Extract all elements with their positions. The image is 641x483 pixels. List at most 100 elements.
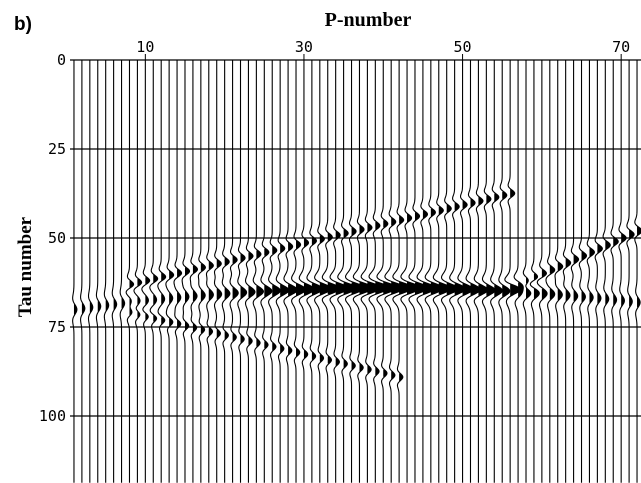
trace-line <box>268 60 281 483</box>
trace-line <box>244 60 256 483</box>
trace-line <box>205 60 214 483</box>
trace-line <box>586 60 596 483</box>
trace-line <box>149 60 159 483</box>
trace <box>321 60 341 483</box>
trace <box>498 60 511 483</box>
trace-line <box>321 60 341 483</box>
trace-fill <box>454 202 466 295</box>
trace-line <box>457 60 474 483</box>
trace-line <box>237 60 248 483</box>
trace <box>244 60 256 483</box>
trace-line <box>119 60 126 483</box>
trace-line <box>465 60 481 483</box>
trace <box>344 60 366 483</box>
trace <box>490 60 503 483</box>
x-tick-label: 30 <box>295 38 313 56</box>
trace <box>213 60 223 483</box>
trace-fill <box>526 278 531 299</box>
trace-line <box>213 60 223 483</box>
trace-line <box>141 60 151 483</box>
trace-fill <box>422 210 436 295</box>
trace <box>513 60 524 483</box>
trace-line <box>80 60 86 483</box>
trace <box>141 60 151 483</box>
trace-fill <box>510 189 521 296</box>
trace-line <box>529 60 540 483</box>
trace-line <box>173 60 183 483</box>
trace <box>314 60 333 483</box>
trace-line <box>554 60 564 483</box>
trace <box>329 60 349 483</box>
trace-fill <box>597 244 603 304</box>
trace-fill <box>430 208 444 295</box>
trace <box>457 60 474 483</box>
trace <box>432 60 452 483</box>
trace-fill <box>169 270 174 327</box>
trace-fill <box>549 265 555 300</box>
trace-fill <box>462 200 474 295</box>
trace <box>465 60 481 483</box>
y-tick-label: 100 <box>39 407 66 425</box>
trace <box>384 60 406 483</box>
trace-fill <box>637 226 641 308</box>
trace-fill <box>303 238 315 359</box>
trace-line <box>570 60 580 483</box>
trace-fill <box>161 272 166 325</box>
trace-line <box>95 60 102 483</box>
trace-fill <box>414 212 429 295</box>
trace <box>260 60 273 483</box>
trace <box>133 60 143 483</box>
trace-line <box>602 60 611 483</box>
trace <box>360 60 382 483</box>
trace <box>570 60 580 483</box>
trace <box>634 60 641 483</box>
trace-line <box>504 60 522 483</box>
trace <box>87 60 94 483</box>
trace-line <box>376 60 399 483</box>
trace <box>229 60 239 483</box>
trace <box>221 60 231 483</box>
trace-fill <box>470 198 481 296</box>
trace <box>392 60 414 483</box>
x-axis-title: P-number <box>325 9 412 31</box>
trace <box>536 60 548 483</box>
x-tick-label: 50 <box>454 38 472 56</box>
trace-fill <box>184 267 190 330</box>
trace-line <box>283 60 298 483</box>
trace <box>522 60 532 483</box>
trace-fill <box>502 191 510 297</box>
trace <box>449 60 467 483</box>
y-axis-title: Tau number <box>15 216 36 317</box>
trace <box>368 60 391 483</box>
trace-line <box>424 60 445 483</box>
x-tick-labels: 10 30 50 70 <box>136 38 630 56</box>
trace-line <box>181 60 191 483</box>
trace <box>173 60 183 483</box>
trace-line <box>408 60 430 483</box>
trace <box>72 60 78 483</box>
trace <box>610 60 619 483</box>
trace-line <box>314 60 333 483</box>
trace-line <box>111 60 118 483</box>
trace-line <box>103 60 110 483</box>
trace-line <box>189 60 199 483</box>
trace-line <box>133 60 143 483</box>
y-tick-labels: 0 25 50 75 100 <box>39 51 66 425</box>
trace-fill <box>192 265 198 332</box>
trace-line <box>72 60 78 483</box>
trace-line <box>87 60 94 483</box>
trace-line <box>440 60 459 483</box>
trace-line <box>562 60 572 483</box>
trace-line <box>252 60 264 483</box>
y-tick-label: 0 <box>57 51 66 69</box>
y-tick-label: 50 <box>48 229 66 247</box>
trace-fill <box>177 269 182 328</box>
panel-label: b) <box>14 14 32 35</box>
trace-line <box>545 60 556 483</box>
trace-line <box>229 60 239 483</box>
trace <box>157 60 167 483</box>
trace <box>149 60 159 483</box>
trace-line <box>634 60 641 483</box>
trace <box>602 60 611 483</box>
